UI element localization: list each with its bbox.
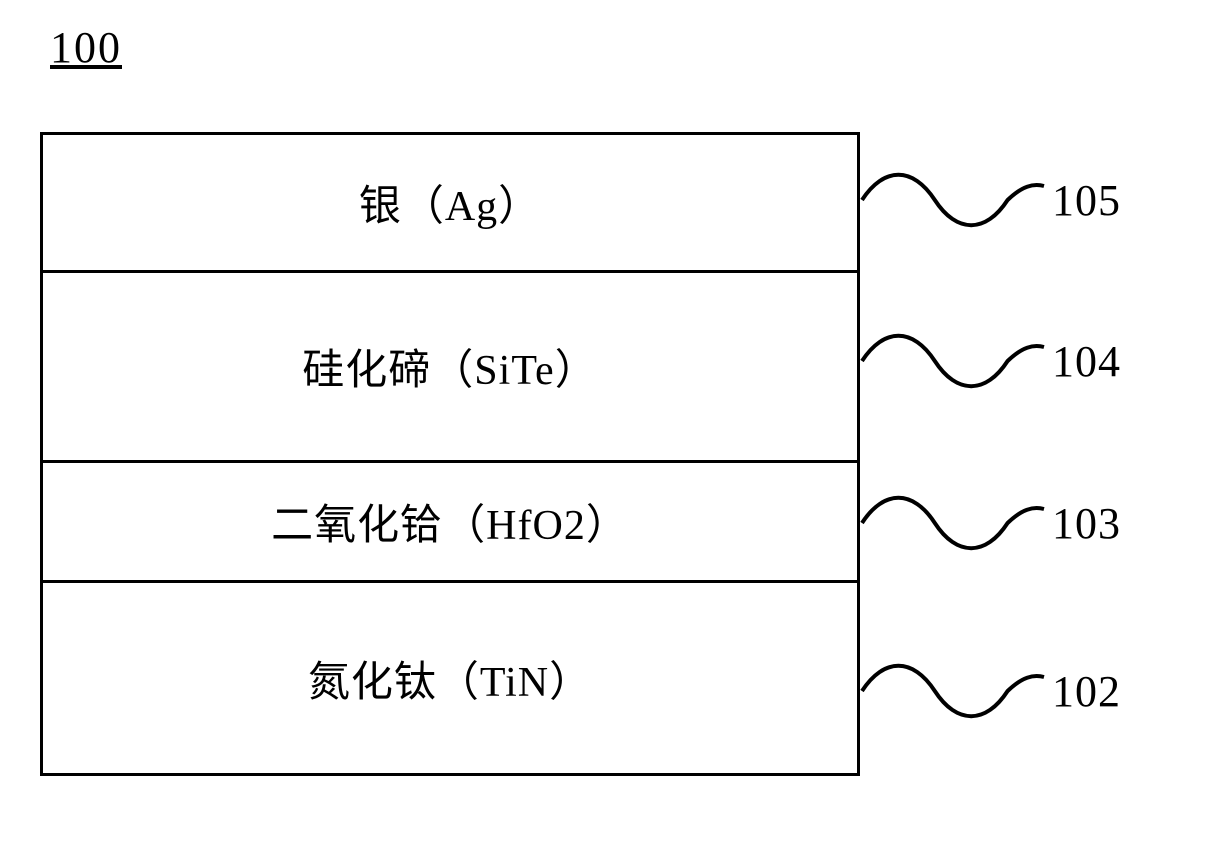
leader-line-104 — [862, 336, 1044, 386]
layer-stack: 银（Ag） 硅化碲（SiTe） 二氧化铪（HfO2） 氮化钛（TiN） — [40, 132, 860, 776]
layer-104: 硅化碲（SiTe） — [43, 273, 857, 463]
leader-line-103 — [862, 498, 1044, 548]
leader-line-105 — [862, 175, 1044, 225]
layer-103: 二氧化铪（HfO2） — [43, 463, 857, 583]
figure-number: 100 — [50, 22, 122, 73]
ref-label-105: 105 — [1052, 175, 1121, 226]
layer-label-104: 硅化碲（SiTe） — [302, 336, 597, 397]
layer-105: 银（Ag） — [43, 135, 857, 273]
layer-label-105: 银（Ag） — [359, 172, 541, 233]
layer-102: 氮化钛（TiN） — [43, 583, 857, 773]
layer-label-102: 氮化钛（TiN） — [308, 648, 592, 709]
ref-label-103: 103 — [1052, 498, 1121, 549]
ref-label-104: 104 — [1052, 336, 1121, 387]
layer-label-103: 二氧化铪（HfO2） — [271, 491, 629, 552]
ref-label-102: 102 — [1052, 666, 1121, 717]
leader-line-102 — [862, 666, 1044, 716]
